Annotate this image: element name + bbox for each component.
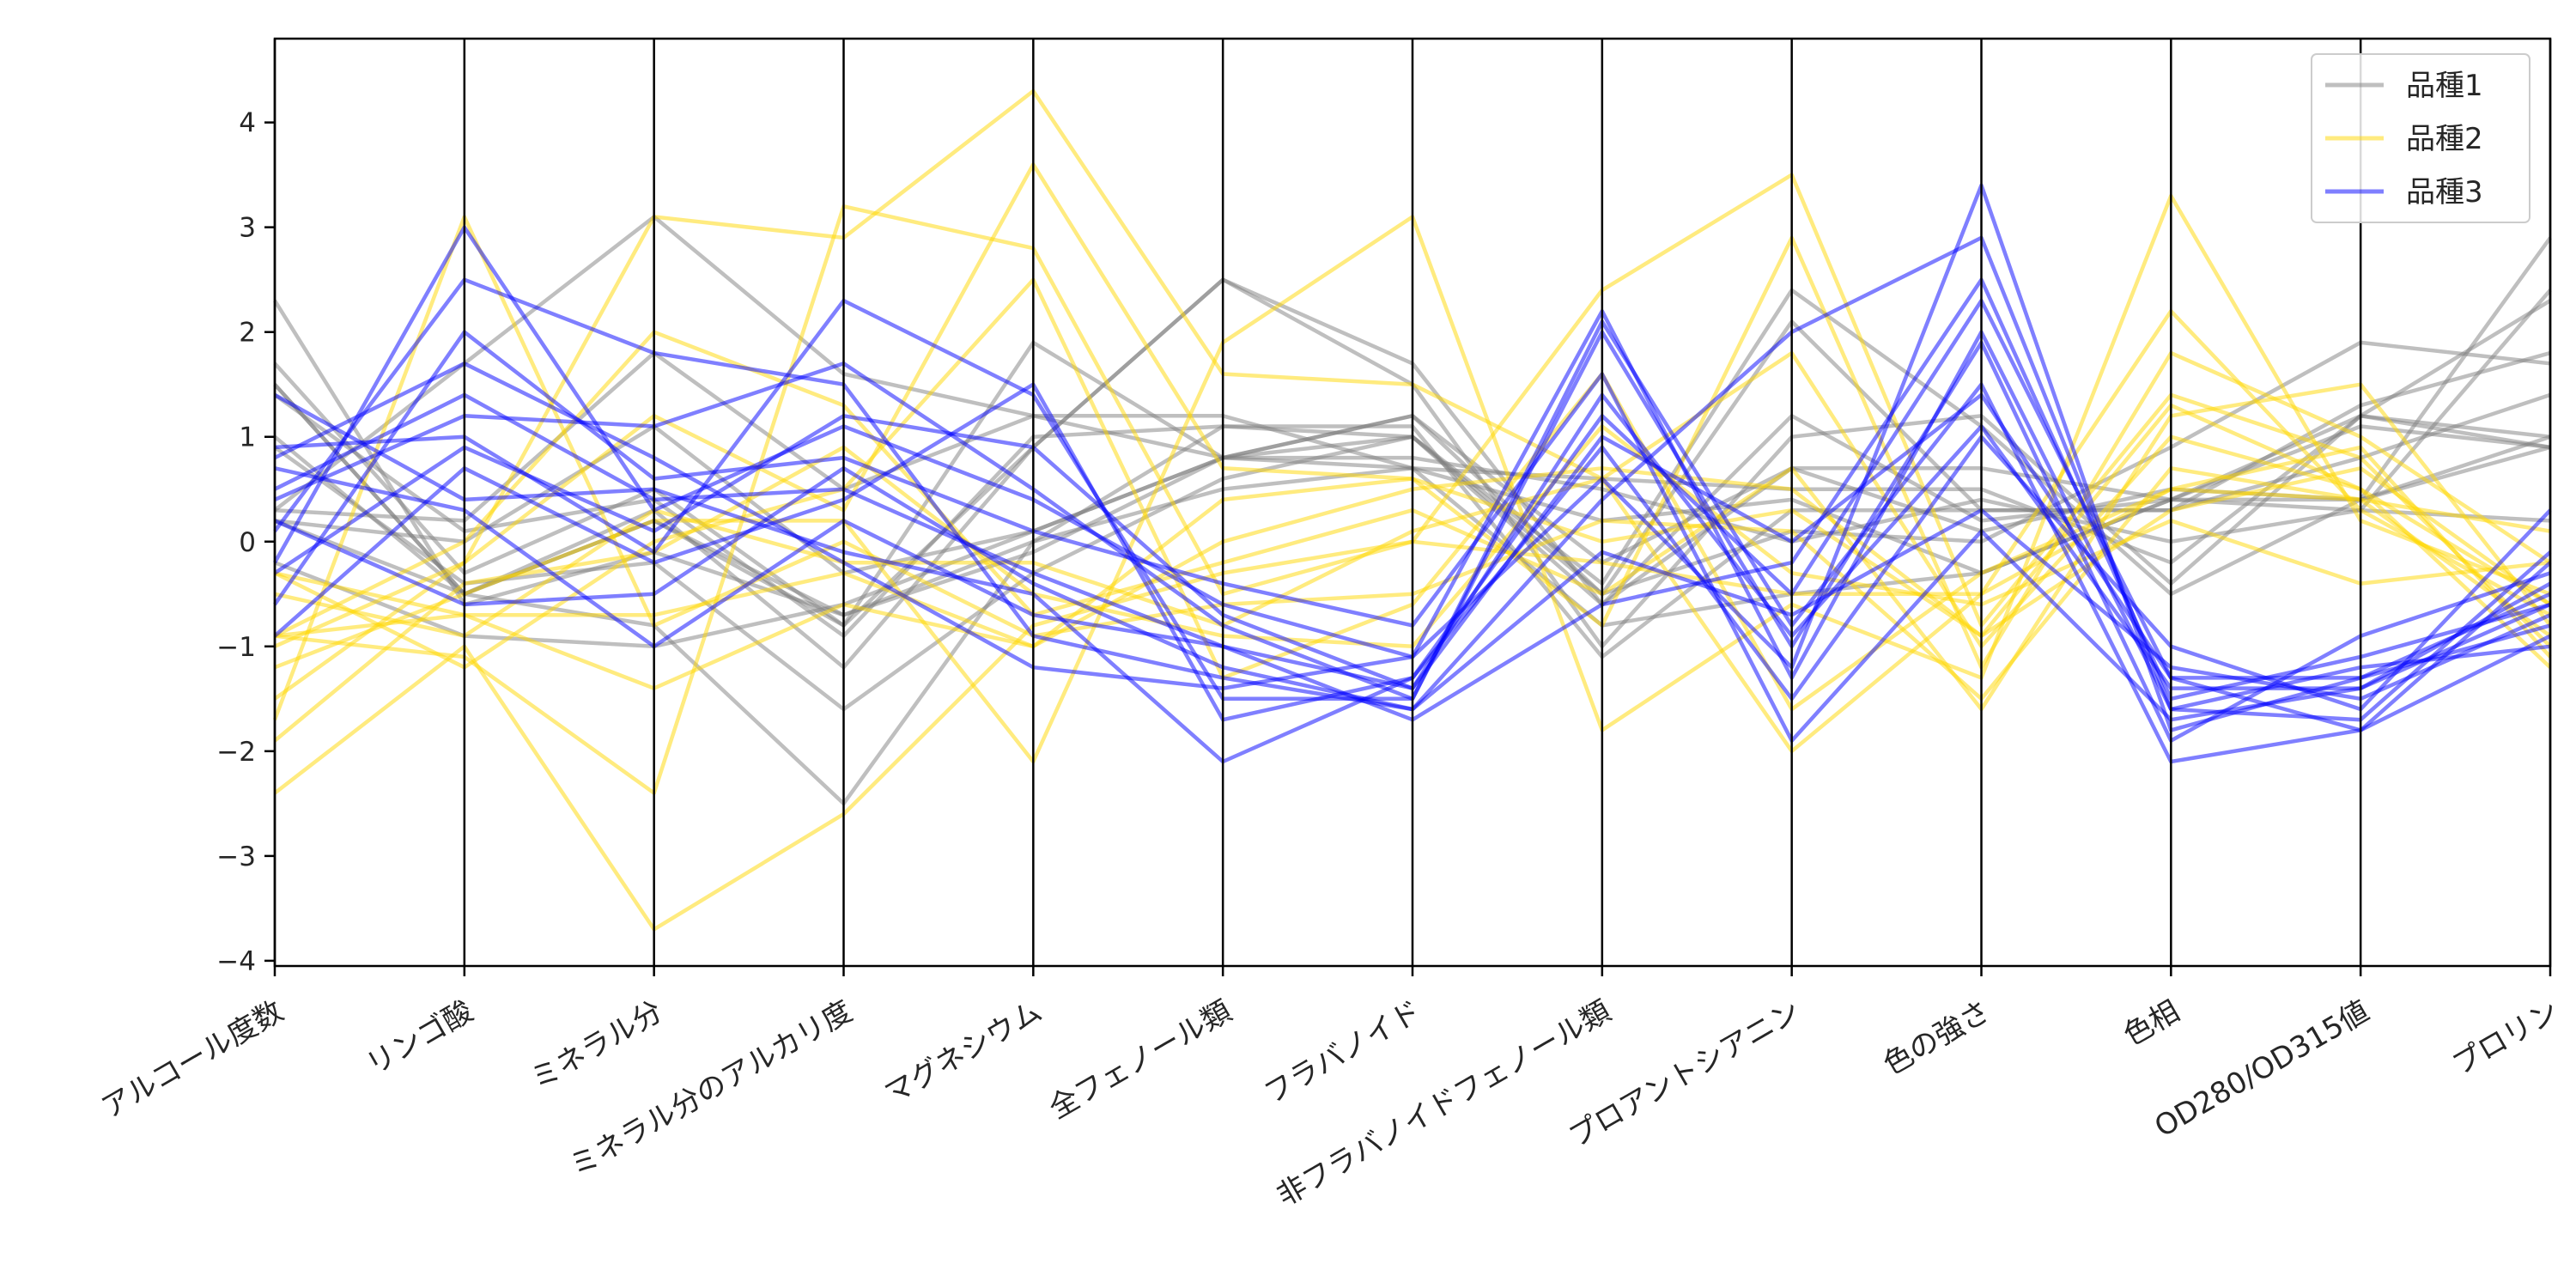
category-label-7: フラバノイド [1259,994,1427,1111]
category-label-2: リンゴ酸 [361,994,479,1083]
y-tick-label: −3 [216,841,256,872]
legend-label-3: 品種3 [2406,175,2483,210]
category-label-8: 非フラバノイドフェノール類 [1271,994,1616,1213]
category-label-10: 色の強さ [1878,994,1996,1083]
y-tick-label: −1 [216,632,256,663]
y-tick-label: −4 [216,946,256,977]
category-label-11: 色相 [2117,994,2185,1054]
legend-box [2311,53,2530,223]
y-axis: −4 −3 −2 −1 0 1 2 3 4 [216,108,275,977]
y-tick-label: 0 [239,527,256,558]
category-label-3: ミネラル分 [525,994,668,1097]
y-tick-label: 4 [239,108,256,139]
category-label-13: プロリン [2446,994,2565,1083]
category-label-12: OD280/OD315値 [2149,994,2375,1145]
legend: 品種1 品種2 品種3 [2311,53,2530,223]
category-label-6: 全フェノール類 [1043,994,1237,1127]
plot-frame [273,37,2552,968]
y-tick-label: 2 [239,318,256,349]
legend-label-2: 品種2 [2406,122,2483,156]
category-label-5: マグネシウム [879,994,1048,1112]
legend-label-1: 品種1 [2406,69,2483,103]
y-tick-label: 1 [239,422,256,453]
y-tick-label: −2 [216,737,256,768]
y-tick-label: 3 [239,213,256,244]
category-label-1: アルコール度数 [96,994,289,1126]
